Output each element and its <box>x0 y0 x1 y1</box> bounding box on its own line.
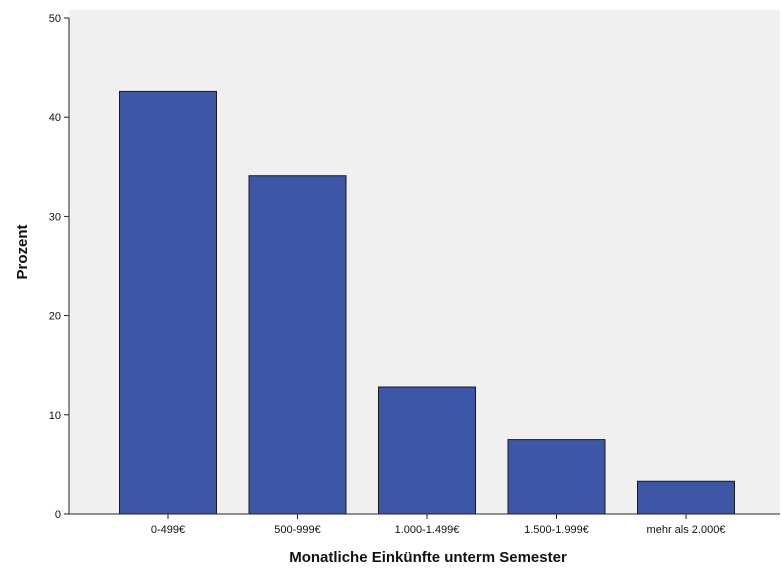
bar-0 <box>119 90 217 515</box>
bar-1 <box>248 175 347 515</box>
y-tick-label-3: 30 <box>49 211 61 223</box>
bars-group <box>119 90 735 515</box>
bar-3 <box>507 439 606 515</box>
x-tick-label-4: mehr als 2.000€ <box>647 524 726 536</box>
x-tick-label-1: 500-999€ <box>274 524 321 536</box>
x-tick-label-3: 1.500-1.999€ <box>524 524 589 536</box>
x-ticks-group: 0-499€ 500-999€ 1.000-1.499€ 1.500-1.999€ me… <box>151 514 726 536</box>
y-tick-label-4: 40 <box>49 112 61 124</box>
y-tick-label-2: 20 <box>49 311 61 323</box>
x-axis-title: Monatliche Einkünfte unterm Semester <box>289 549 567 566</box>
x-tick-label-0: 0-499€ <box>151 524 185 536</box>
y-ticks-group: 0 10 20 30 40 50 <box>49 13 69 521</box>
bar-2 <box>378 386 476 515</box>
y-tick-label-1: 10 <box>49 410 61 422</box>
bar-4 <box>637 480 735 515</box>
x-tick-label-2: 1.000-1.499€ <box>395 524 460 536</box>
y-tick-label-5: 50 <box>49 13 61 25</box>
y-axis-title: Prozent <box>14 224 31 279</box>
y-tick-label-0: 0 <box>55 509 61 521</box>
